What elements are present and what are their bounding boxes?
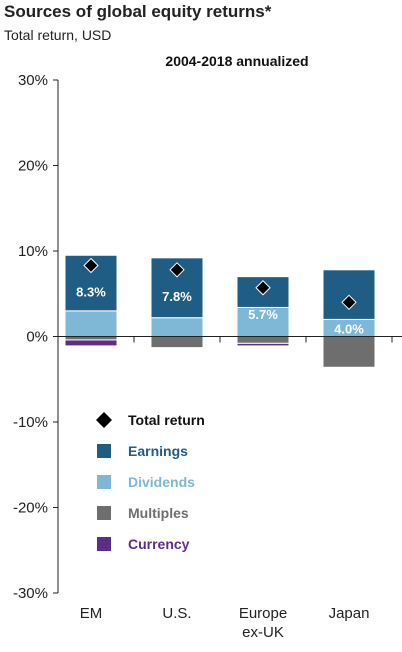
- bar-dividends-segment: [150, 317, 204, 338]
- total-return-label: 4.0%: [334, 321, 364, 336]
- legend-dividends-swatch: [97, 475, 111, 489]
- bar-multiples-segment: [150, 336, 204, 349]
- bar-dividends-segment: [64, 310, 118, 338]
- legend-earnings-label: Earnings: [128, 443, 188, 459]
- chart-subtitle: Total return, USD: [4, 27, 112, 43]
- y-tick-label: 30%: [18, 72, 48, 89]
- y-tick-label: 0%: [26, 329, 48, 346]
- chart-title: Sources of global equity returns*: [4, 2, 272, 21]
- y-tick-label: -10%: [13, 414, 48, 431]
- total-return-label: 8.3%: [76, 285, 106, 300]
- bar-multiples-segment: [64, 336, 118, 341]
- total-return-marker: [341, 294, 357, 311]
- bar-currency-segment: [236, 342, 290, 347]
- legend-total-return-label: Total return: [128, 412, 205, 428]
- bar-currency-segment: [64, 339, 118, 347]
- legend-earnings-swatch: [97, 444, 111, 458]
- y-tick-label: -30%: [13, 585, 48, 602]
- legend-dividends-label: Dividends: [128, 474, 195, 490]
- x-tick-label: ex-UK: [242, 624, 284, 641]
- x-tick-label: U.S.: [162, 605, 191, 622]
- bar-multiples-segment: [236, 336, 290, 344]
- y-tick-label: -20%: [13, 500, 48, 517]
- period-label: 2004-2018 annualized: [165, 53, 308, 69]
- legend-total-return-marker: [96, 412, 112, 428]
- total-return-marker: [169, 262, 185, 278]
- legend-multiples-swatch: [97, 506, 111, 520]
- legend-currency-label: Currency: [128, 536, 190, 552]
- bar-multiples-segment: [322, 336, 376, 368]
- total-return-label: 5.7%: [248, 307, 278, 322]
- x-tick-label: EM: [80, 605, 103, 622]
- legend-multiples-label: Multiples: [128, 505, 189, 521]
- y-tick-label: 10%: [18, 243, 48, 260]
- total-return-label: 7.8%: [162, 289, 192, 304]
- x-tick-label: Japan: [329, 605, 370, 622]
- x-tick-label: Europe: [239, 605, 287, 622]
- total-return-marker: [83, 257, 99, 274]
- legend-currency-swatch: [97, 537, 111, 551]
- total-return-marker: [255, 280, 271, 296]
- y-tick-label: 20%: [18, 158, 48, 175]
